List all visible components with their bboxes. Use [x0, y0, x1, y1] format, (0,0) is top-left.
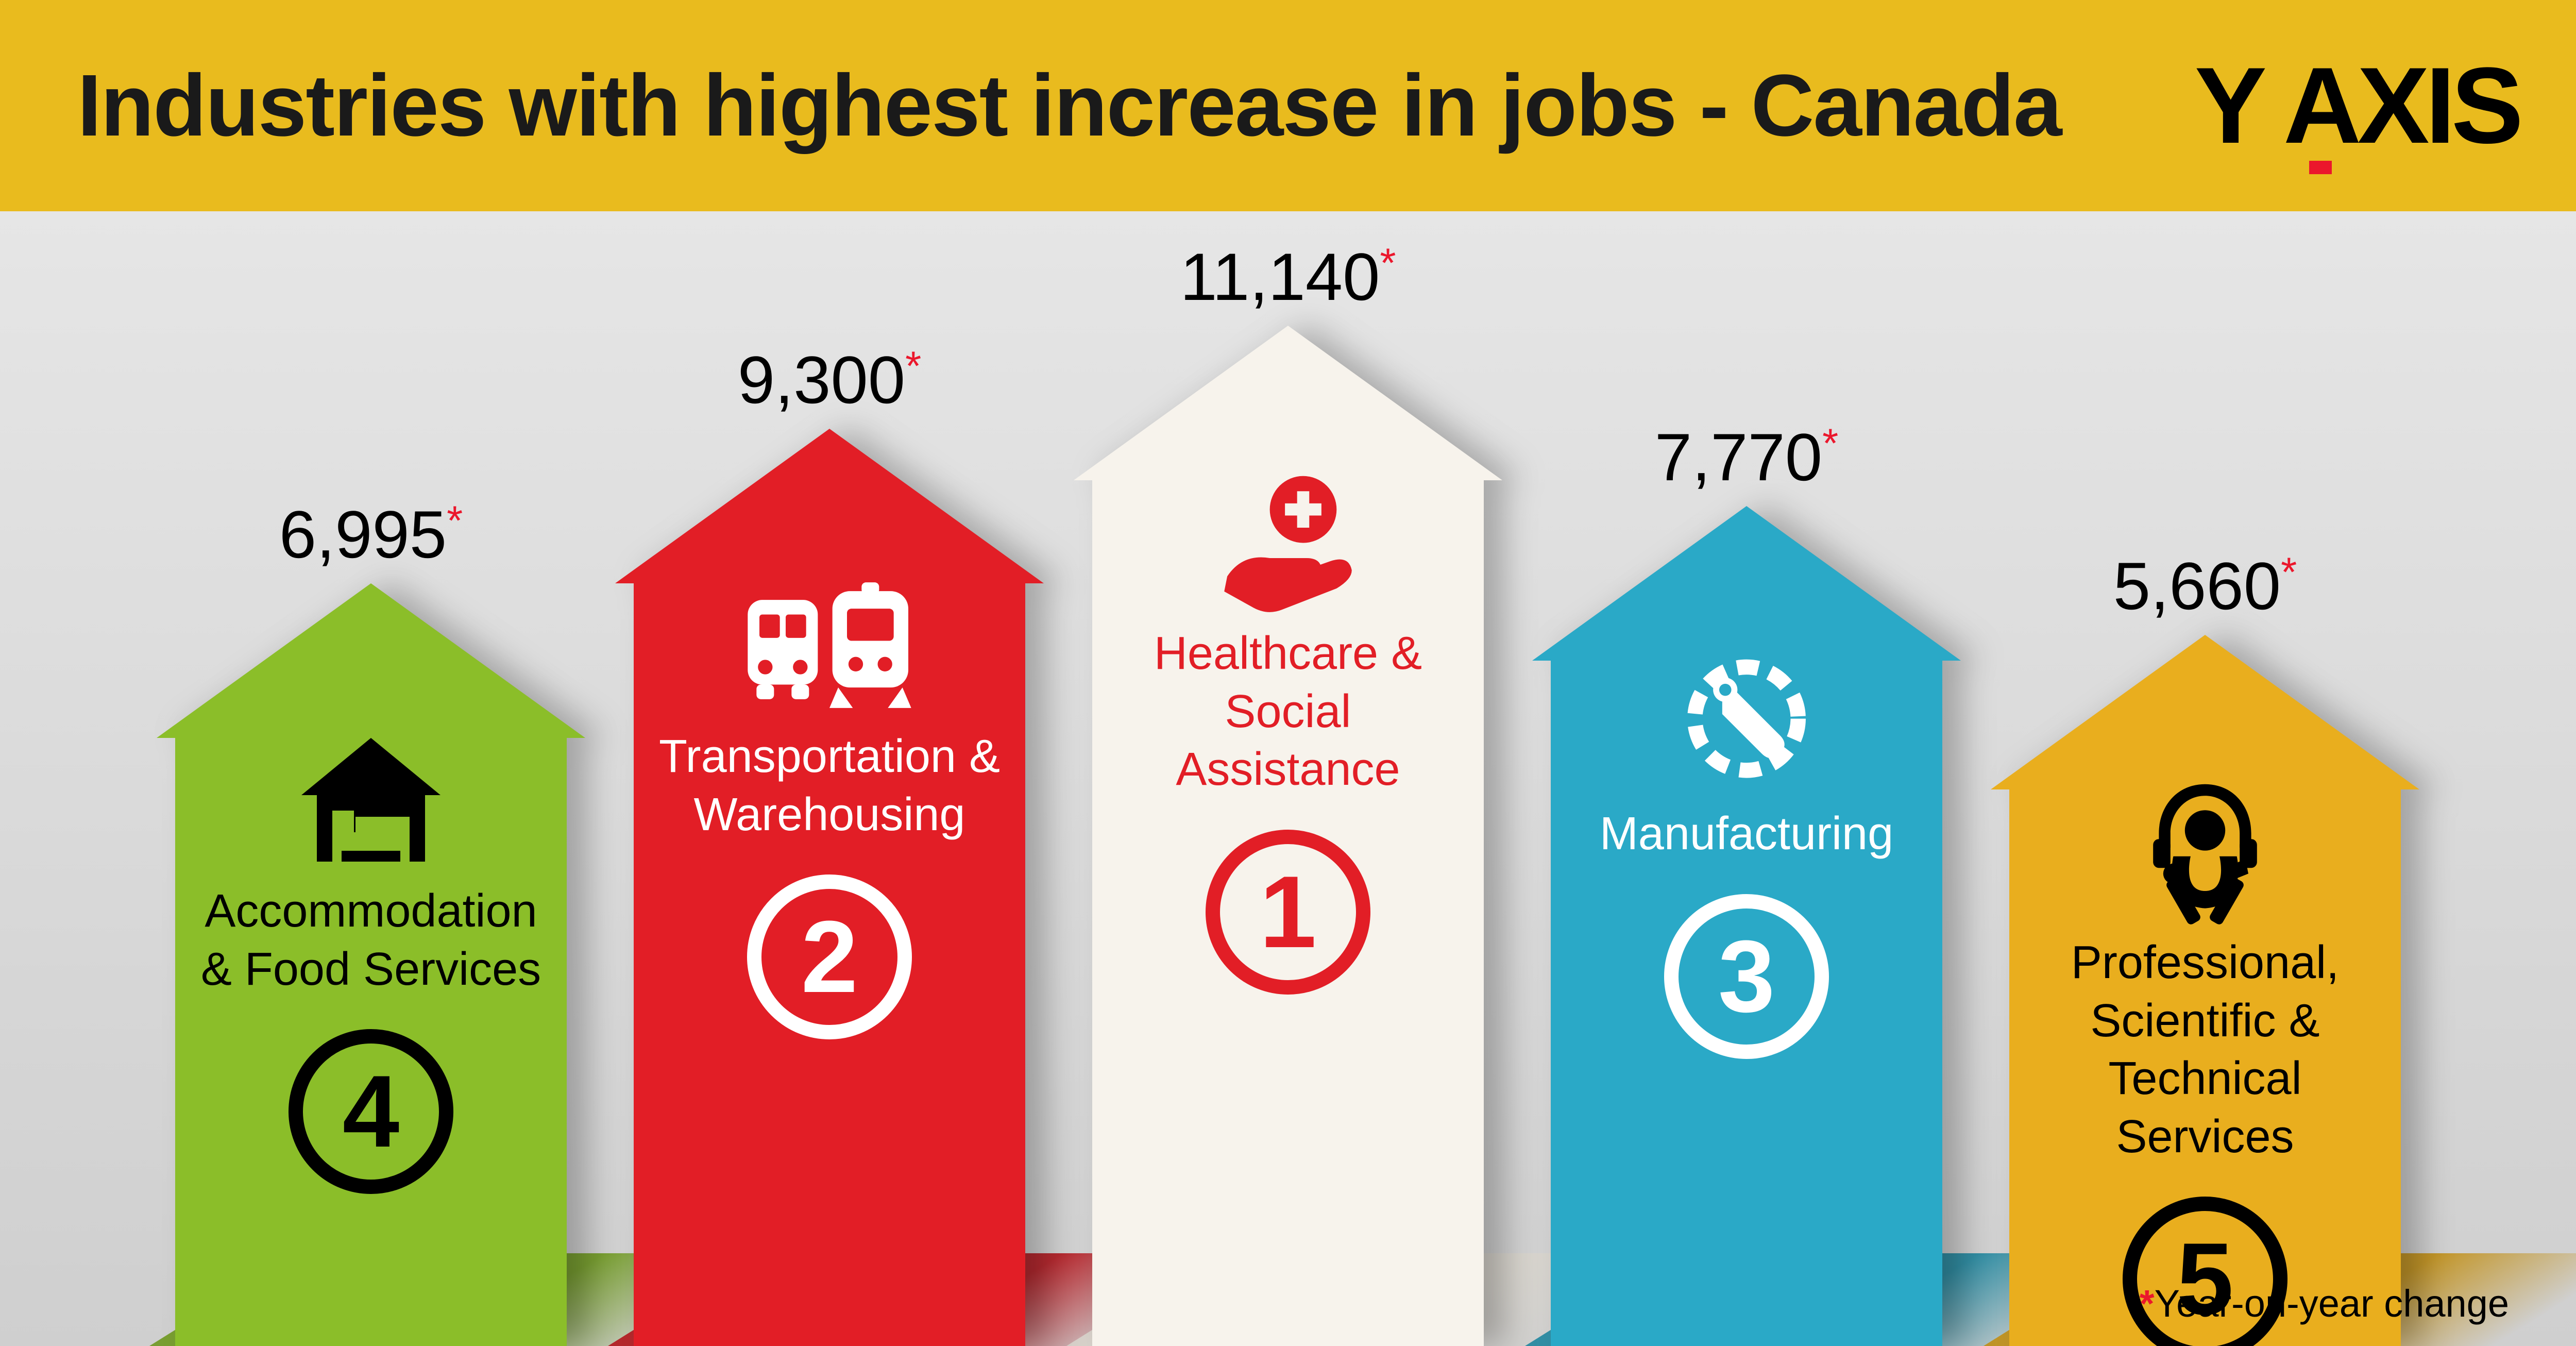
svg-text:3: 3	[1718, 919, 1775, 1034]
rank-badge: 4	[289, 1029, 453, 1197]
rank-badge: 3	[1664, 894, 1829, 1062]
arrow-column: 7,770* Manufacturing 3	[1551, 506, 1942, 1346]
svg-text:4: 4	[343, 1054, 399, 1169]
value-label: 5,660*	[2009, 547, 2401, 625]
rank-badge: 2	[747, 874, 912, 1042]
footnote: *Year-on-year change	[2140, 1282, 2509, 1325]
gear-wrench-icon	[1551, 640, 1942, 805]
category-label: Transportation &Warehousing	[638, 728, 1021, 844]
value-label: 11,140*	[1092, 238, 1484, 315]
arrow-content: Manufacturing 3	[1551, 640, 1942, 1062]
brand-logo: Y A XIS	[2195, 43, 2519, 168]
logo-underline	[2309, 161, 2332, 174]
arrow-content: Accommodation& Food Services 4	[175, 717, 567, 1197]
value-label: 7,770*	[1551, 418, 1942, 496]
logo-letter-a: A	[2283, 43, 2358, 168]
arrow-content: Professional,Scientific &Technical Servi…	[2009, 769, 2401, 1346]
category-label: Manufacturing	[1579, 805, 1914, 863]
arrow-column: 11,140* Healthcare &SocialAssistance 1	[1092, 326, 1484, 1346]
svg-text:1: 1	[1260, 855, 1316, 969]
arrow-column: 9,300* Transportation &Warehousing 2	[634, 429, 1025, 1346]
header-bar: Industries with highest increase in jobs…	[0, 0, 2576, 211]
rank-badge: 1	[1206, 830, 1370, 997]
category-label: Healthcare &SocialAssistance	[1133, 625, 1443, 799]
bus-train-icon	[634, 563, 1025, 728]
logo-letter-y: Y	[2195, 43, 2263, 168]
hand-cross-icon	[1092, 460, 1484, 625]
headset-tools-icon	[2009, 769, 2401, 934]
value-label: 9,300*	[634, 341, 1025, 418]
value-label: 6,995*	[175, 496, 567, 573]
arrow-content: Transportation &Warehousing 2	[634, 563, 1025, 1042]
footnote-text: Year-on-year change	[2155, 1282, 2509, 1325]
arrow-column: 5,660* Professional,Scientific &Technica…	[2009, 635, 2401, 1346]
arrow-column: 6,995* Accommodation& Food Services 4	[175, 583, 567, 1346]
footnote-asterisk: *	[2140, 1282, 2155, 1325]
category-label: Accommodation& Food Services	[180, 882, 562, 998]
svg-text:2: 2	[801, 900, 858, 1014]
logo-letters-xis: XIS	[2358, 43, 2519, 168]
category-label: Professional,Scientific &Technical Servi…	[2009, 934, 2401, 1166]
page-title: Industries with highest increase in jobs…	[77, 55, 2061, 156]
chart-area: 6,995* Accommodation& Food Services 4 9,…	[0, 211, 2576, 1346]
arrow-content: Healthcare &SocialAssistance 1	[1092, 460, 1484, 997]
house-bed-icon	[175, 717, 567, 882]
